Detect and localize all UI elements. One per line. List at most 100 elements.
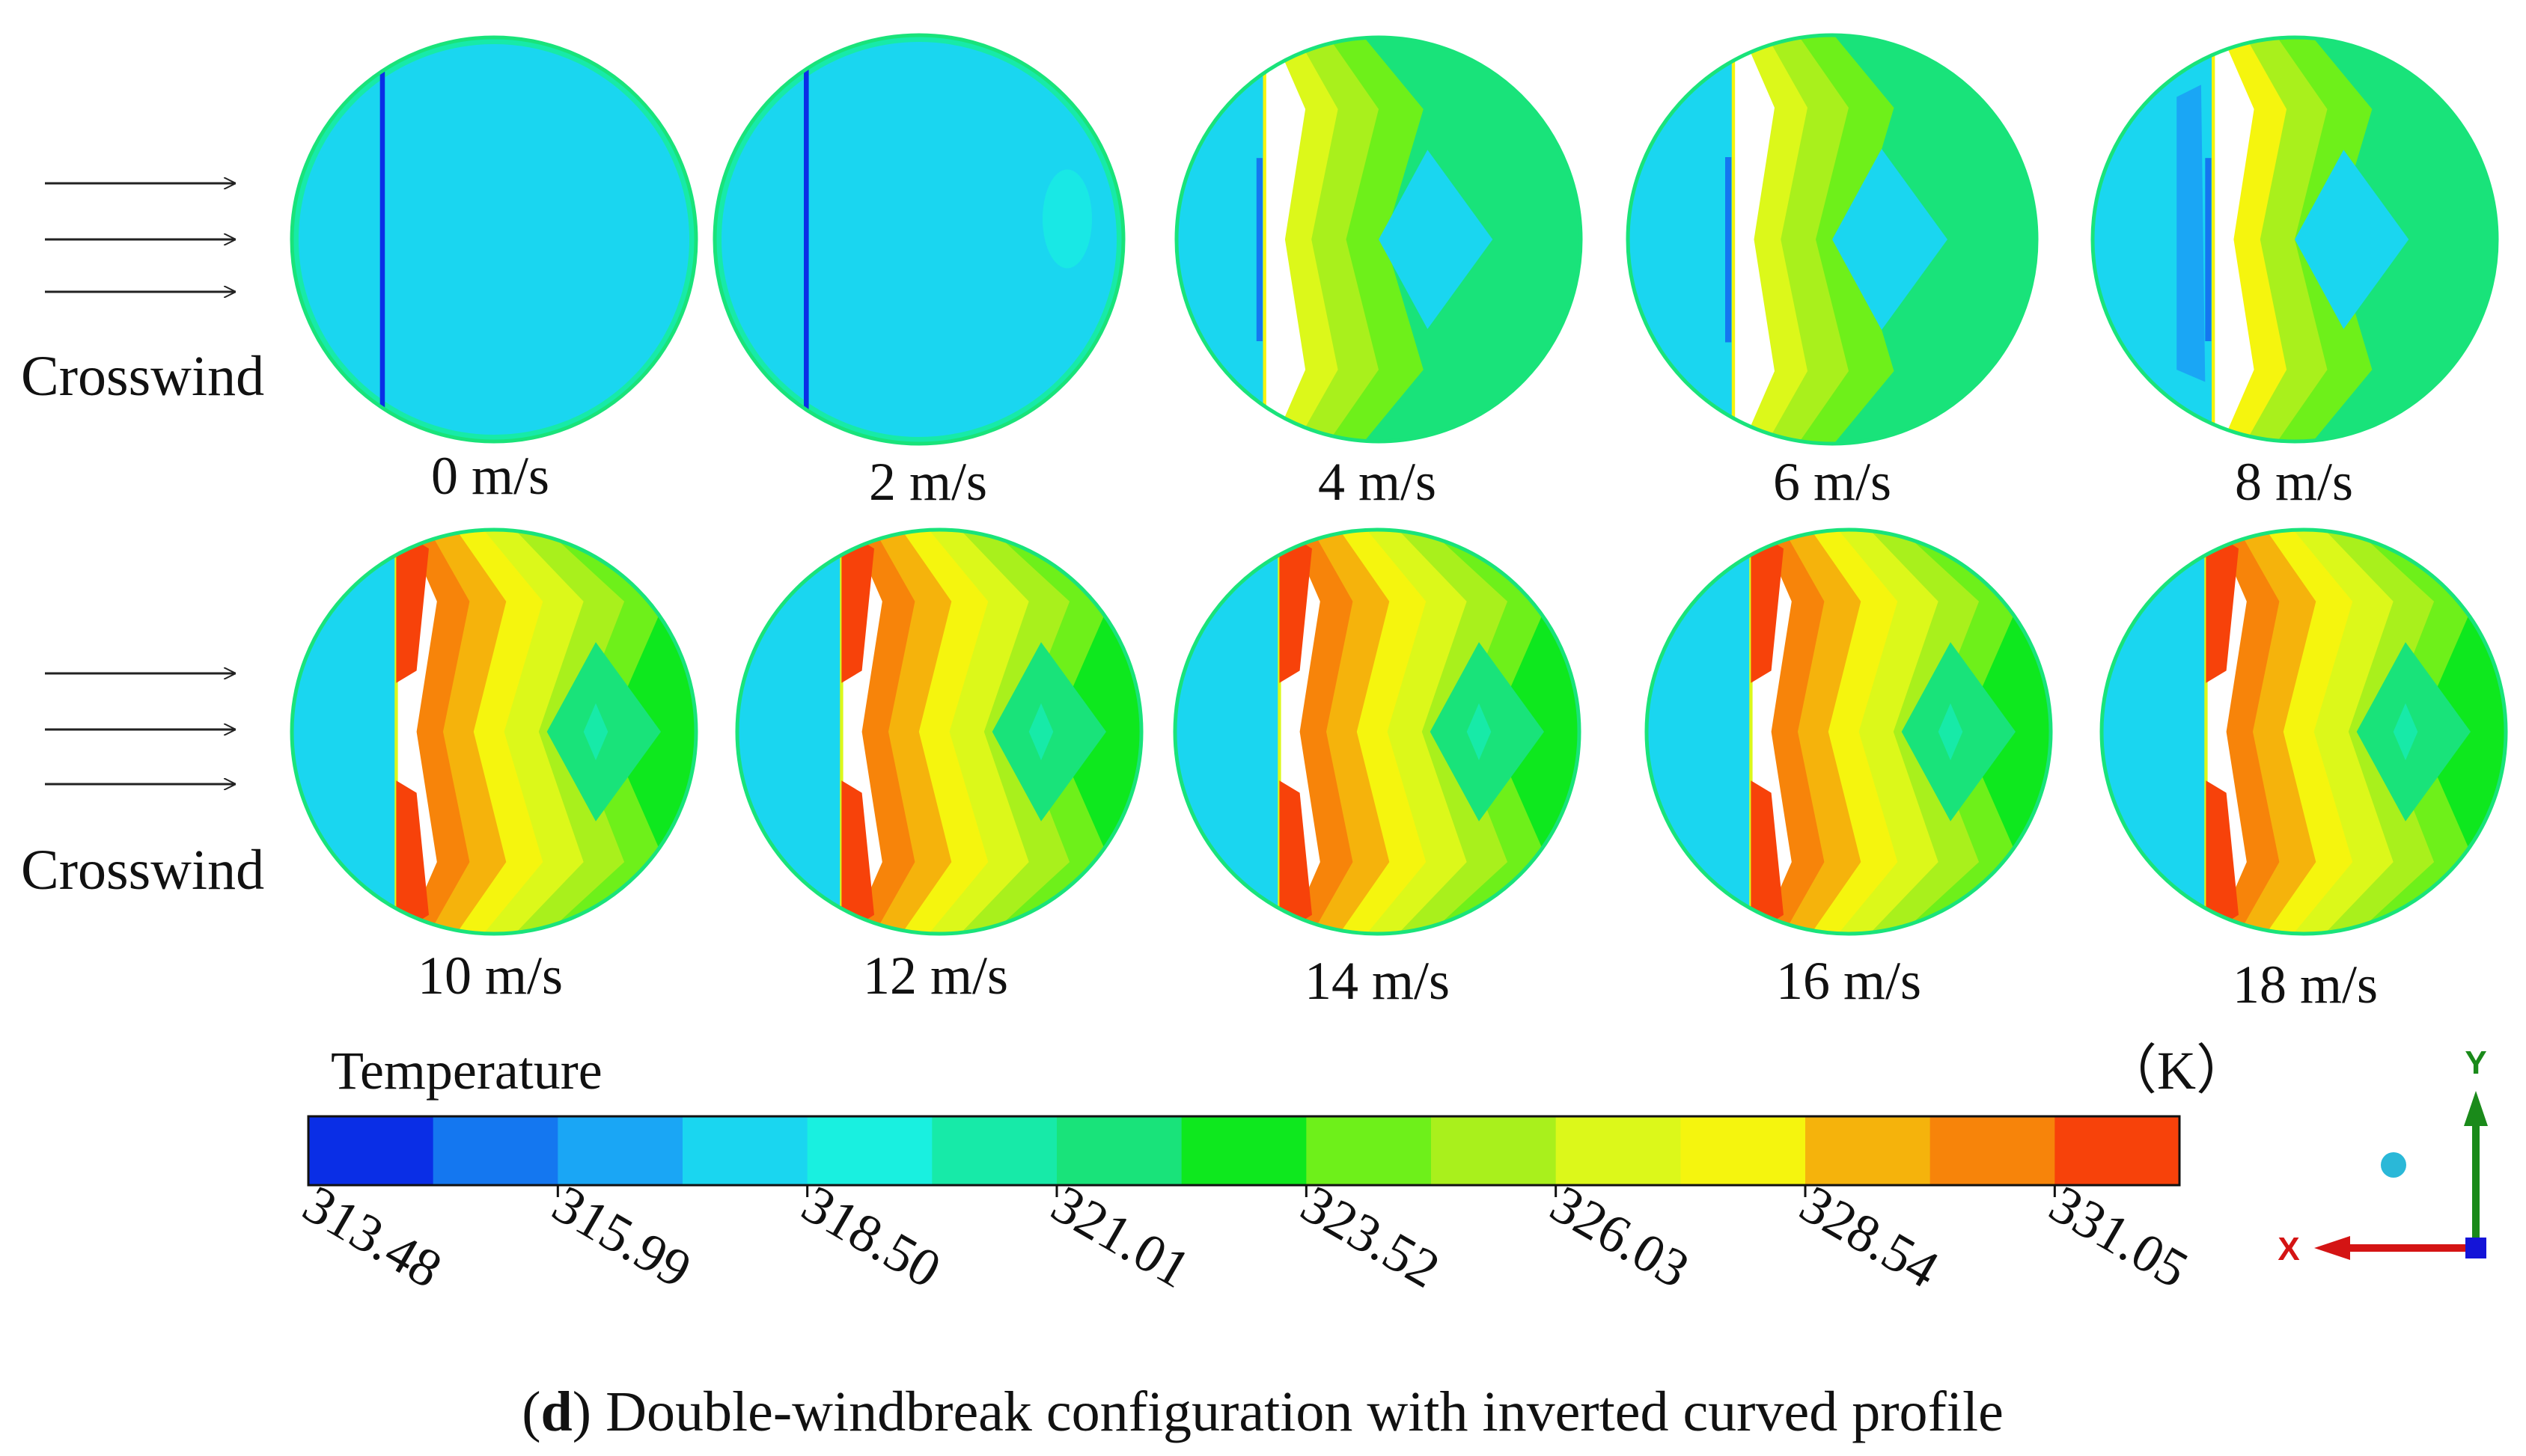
contour-band [1279, 528, 1312, 683]
contour-disc [2090, 35, 2499, 444]
disc-rim [290, 527, 698, 936]
origin-sphere [2381, 1152, 2406, 1178]
speed-label: 8 m/s [2235, 452, 2353, 512]
contour-band [1751, 780, 1784, 935]
contour-band [1278, 528, 1281, 935]
speed-label: 0 m/s [431, 446, 549, 506]
colorbar-segment [1680, 1116, 1806, 1185]
colorbar-segment [932, 1116, 1058, 1185]
colorbar-segment [807, 1116, 933, 1185]
contour-band [1731, 34, 1736, 445]
contour-band [2206, 528, 2239, 683]
colorbar-segment [1057, 1116, 1183, 1185]
contour-band [2205, 158, 2212, 341]
contour-band [1263, 36, 1266, 443]
colorbar-frame [307, 1115, 2181, 1187]
colorbar-tick-label: 326.03 [1541, 1174, 1699, 1300]
caption-open-paren: ( [522, 1380, 540, 1443]
colorbar-segment [683, 1116, 808, 1185]
contour-band [841, 780, 874, 935]
speed-label: 4 m/s [1318, 452, 1436, 512]
colorbar-tick-label: 323.52 [1291, 1174, 1449, 1300]
colorbar-tick-label: 313.48 [293, 1174, 451, 1300]
colorbar-tick-label: 331.05 [2040, 1174, 2197, 1300]
speed-label: 16 m/s [1776, 951, 1921, 1011]
colorbar-tick-label: 315.99 [543, 1174, 701, 1300]
speed-label: 10 m/s [418, 946, 563, 1006]
contour-band [1626, 34, 1733, 445]
contour-band [2206, 780, 2239, 935]
speed-label: 14 m/s [1305, 951, 1450, 1011]
speed-label: 18 m/s [2233, 955, 2378, 1015]
speed-label: 2 m/s [869, 452, 987, 512]
contour-band [394, 528, 398, 935]
contour-band [1028, 703, 1054, 761]
disc-rim [1626, 33, 2039, 446]
colorbar-ticks: 313.48 315.99 318.50 321.01 323.52 326.03 328.… [293, 1174, 2198, 1300]
disc-rim [735, 527, 1144, 936]
contour-band [1645, 528, 1751, 935]
colorbar-tick-label: 318.50 [793, 1174, 951, 1300]
y-axis-arrowhead [2464, 1091, 2488, 1126]
contour-disc [1644, 527, 2053, 936]
colorbar-segment [1181, 1116, 1307, 1185]
contour-disc [735, 527, 1144, 936]
contour-disc [2099, 527, 2508, 936]
contour-band [2204, 528, 2208, 935]
disc-rim [290, 35, 698, 444]
legend-title: Temperature [331, 1041, 602, 1101]
crosswind-arrows-row2 [45, 673, 236, 784]
z-axis-marker [2465, 1238, 2486, 1258]
disc-rim [2099, 527, 2508, 936]
contour-panels [290, 33, 2508, 936]
contour-band [1832, 149, 1947, 330]
contour-band [1279, 780, 1312, 935]
contour-disc [1173, 527, 1581, 936]
contour-disc [290, 527, 698, 936]
contour-band [1379, 150, 1493, 329]
colorbar-segment [1306, 1116, 1432, 1185]
contour-disc [290, 35, 698, 444]
colorbar-tick-label: 328.54 [1790, 1174, 1948, 1300]
contour-band [841, 528, 874, 683]
contour-band [2100, 528, 2206, 935]
contour-disc [1174, 35, 1583, 444]
contour-band [290, 36, 698, 443]
caption-text: ) Double-windbreak configuration with in… [573, 1380, 2004, 1443]
speed-labels-row2: 10 m/s 12 m/s 14 m/s 16 m/s 18 m/s [418, 946, 2378, 1015]
crosswind-label-row2: Crosswind [21, 839, 264, 902]
contour-band [1725, 157, 1732, 343]
disc-rim [2090, 35, 2499, 444]
contour-band [804, 34, 809, 445]
disc-rim [1173, 527, 1581, 936]
contour-band [1938, 703, 1963, 761]
contour-band [736, 528, 842, 935]
colorbar-segment [1431, 1116, 1557, 1185]
contour-band [290, 528, 397, 935]
contour-band [1466, 703, 1492, 761]
contour-disc [713, 33, 1126, 446]
colorbar-segment [1555, 1116, 1681, 1185]
contour-band [1751, 528, 1784, 683]
contour-band [2295, 150, 2409, 329]
contour-band [583, 703, 608, 761]
disc-rim [1174, 35, 1583, 444]
colorbar-segment [308, 1116, 434, 1185]
y-axis-label: Y [2465, 1044, 2486, 1081]
axes-triad: Y X [2278, 1044, 2488, 1267]
contour-disc [1626, 33, 2039, 446]
caption-letter: d [541, 1380, 573, 1443]
contour-band [1749, 528, 1753, 935]
contour-band [379, 36, 385, 443]
colorbar-segment [2054, 1116, 2180, 1185]
crosswind-label-row1: Crosswind [21, 345, 264, 408]
colorbar-segment [1929, 1116, 2055, 1185]
contour-band [840, 528, 843, 935]
crosswind-arrows-row1 [45, 183, 236, 292]
contour-band [1175, 36, 1265, 443]
contour-band [2212, 36, 2215, 443]
contour-band [396, 528, 429, 683]
contour-band [1256, 158, 1263, 341]
disc-rim [1644, 527, 2053, 936]
